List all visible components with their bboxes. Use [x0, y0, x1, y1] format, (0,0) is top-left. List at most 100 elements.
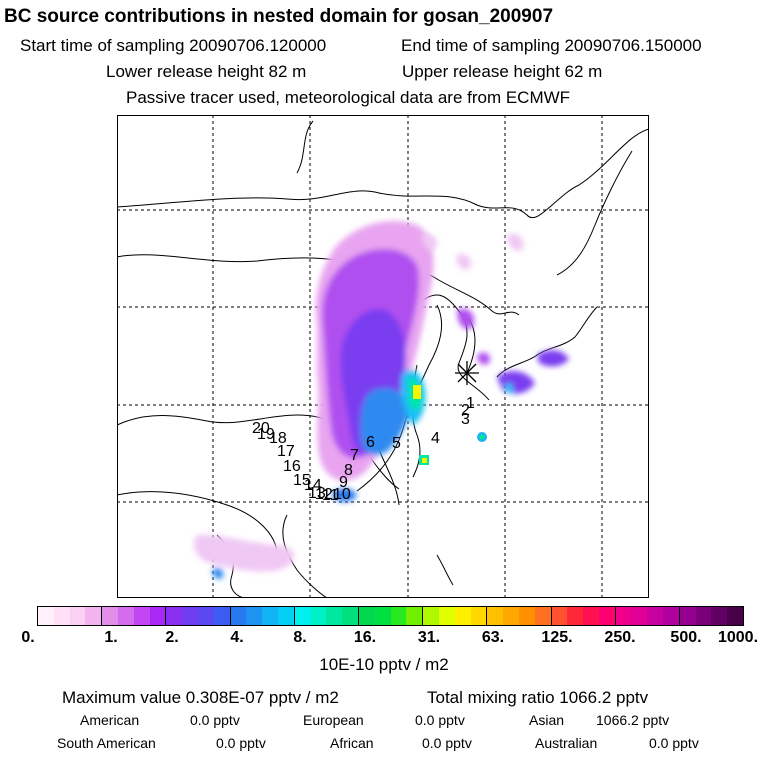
point-label-4: 4 [431, 430, 440, 447]
point-label-9: 9 [339, 474, 348, 491]
colorbar-swatch [246, 607, 263, 625]
colorbar-swatch [342, 607, 358, 625]
point-label-2: 2 [461, 402, 470, 419]
colorbar-swatch [229, 607, 247, 625]
south-american-label: South American [57, 735, 156, 751]
colorbar-swatch [470, 607, 487, 625]
point-label-1: 1 [466, 395, 475, 412]
asian-label: Asian [529, 712, 565, 728]
colorbar-swatch [550, 607, 568, 625]
colorbar-tick: 1000. [717, 629, 759, 646]
point-label-13: 13 [308, 485, 326, 502]
colorbar-units: 10E-10 pptv / m2 [319, 655, 449, 674]
american-value: 0.0 pptv [190, 712, 240, 728]
colorbar-tick: 125. [541, 629, 573, 646]
point-label-5: 5 [392, 435, 401, 452]
colorbar-swatch [357, 607, 375, 625]
asian-value: 1066.2 pptv [596, 712, 670, 728]
max-value-label: Maximum value 0.308E-07 pptv / m2 [62, 688, 339, 707]
point-label-3: 3 [461, 411, 470, 428]
south-american-value: 0.0 pptv [216, 735, 266, 751]
colorbar-swatch [374, 607, 391, 625]
point-label-18: 18 [269, 430, 287, 447]
end-time-label: End time of sampling 20090706.150000 [401, 36, 702, 55]
point-label-11: 11 [322, 487, 339, 504]
australian-label: Australian [535, 735, 598, 751]
african-value: 0.0 pptv [422, 735, 472, 751]
colorbar-swatch [310, 607, 327, 625]
point-label-14: 14 [304, 477, 322, 494]
australian-value: 0.0 pptv [649, 735, 699, 751]
colorbar-tick: 2. [165, 629, 179, 646]
coastlines [117, 120, 649, 598]
colorbar-swatch [133, 607, 150, 625]
colorbar-swatch [647, 607, 664, 625]
colorbar-tick: 250. [604, 629, 636, 646]
point-label-17: 17 [277, 443, 295, 460]
colorbar-swatch [165, 607, 183, 625]
colorbar [37, 606, 744, 626]
tracer-note: Passive tracer used, meteorological data… [126, 88, 571, 107]
asterisk-star-icon [455, 361, 479, 385]
colorbar-swatch [727, 607, 744, 625]
point-label-20: 20 [252, 420, 270, 437]
colorbar-swatch [486, 607, 504, 625]
colorbar-swatch [678, 607, 696, 625]
point-label-7: 7 [350, 447, 359, 464]
total-mixing-label: Total mixing ratio 1066.2 pptv [427, 688, 649, 707]
point-label-10: 10 [333, 486, 351, 503]
colorbar-tick: 500. [670, 629, 702, 646]
colorbar-swatch [390, 607, 407, 625]
colorbar-tick: 1. [104, 629, 118, 646]
colorbar-swatch [454, 607, 471, 625]
contribution-plume [193, 221, 569, 579]
colorbar-swatch [277, 607, 294, 625]
colorbar-tick: 4. [230, 629, 244, 646]
african-label: African [330, 735, 374, 751]
colorbar-swatch [422, 607, 439, 625]
point-label-6: 6 [366, 434, 375, 451]
colorbar-swatch [326, 607, 343, 625]
colorbar-swatch [583, 607, 599, 625]
european-value: 0.0 pptv [415, 712, 465, 728]
colorbar-swatch [711, 607, 728, 625]
colorbar-swatch [262, 607, 278, 625]
colorbar-swatch [182, 607, 198, 625]
colorbar-swatch [149, 607, 166, 625]
colorbar-swatch [631, 607, 648, 625]
colorbar-swatch [213, 607, 230, 625]
colorbar-swatch [503, 607, 519, 625]
point-label-16: 16 [283, 458, 301, 475]
american-label: American [80, 712, 140, 728]
colorbar-swatch [69, 607, 86, 625]
colorbar-swatch [598, 607, 615, 625]
colorbar-tick: 31. [417, 629, 441, 646]
colorbar-swatch [38, 607, 54, 625]
colorbar-swatch [85, 607, 102, 625]
colorbar-swatch [197, 607, 214, 625]
point-label-8: 8 [344, 462, 353, 479]
colorbar-swatch [101, 607, 118, 625]
point-label-12: 12 [315, 486, 333, 503]
colorbar-tick: 63. [481, 629, 505, 646]
colorbar-swatch [663, 607, 679, 625]
european-label: European [303, 712, 364, 728]
colorbar-swatch [534, 607, 551, 625]
colorbar-swatch [117, 607, 134, 625]
colorbar-swatch [518, 607, 535, 625]
upper-release-label: Upper release height 62 m [402, 62, 603, 81]
colorbar-swatch [614, 607, 632, 625]
start-time-label: Start time of sampling 20090706.120000 [20, 36, 327, 55]
colorbar-swatch [53, 607, 70, 625]
lower-release-label: Lower release height 82 m [106, 62, 307, 81]
colorbar-tick: 16. [353, 629, 377, 646]
colorbar-tick: 8. [293, 629, 307, 646]
colorbar-swatch [567, 607, 584, 625]
colorbar-swatch [695, 607, 712, 625]
colorbar-swatch [438, 607, 455, 625]
colorbar-swatch [406, 607, 423, 625]
source-contribution-map: 1 2 3 4 5 6 7 8 9 10 11 12 13 14 15 16 1… [117, 115, 649, 598]
page-title: BC source contributions in nested domain… [4, 6, 554, 27]
source-point-labels: 1 2 3 4 5 6 7 8 9 10 11 12 13 14 15 16 1… [252, 395, 475, 504]
colorbar-swatch [293, 607, 311, 625]
